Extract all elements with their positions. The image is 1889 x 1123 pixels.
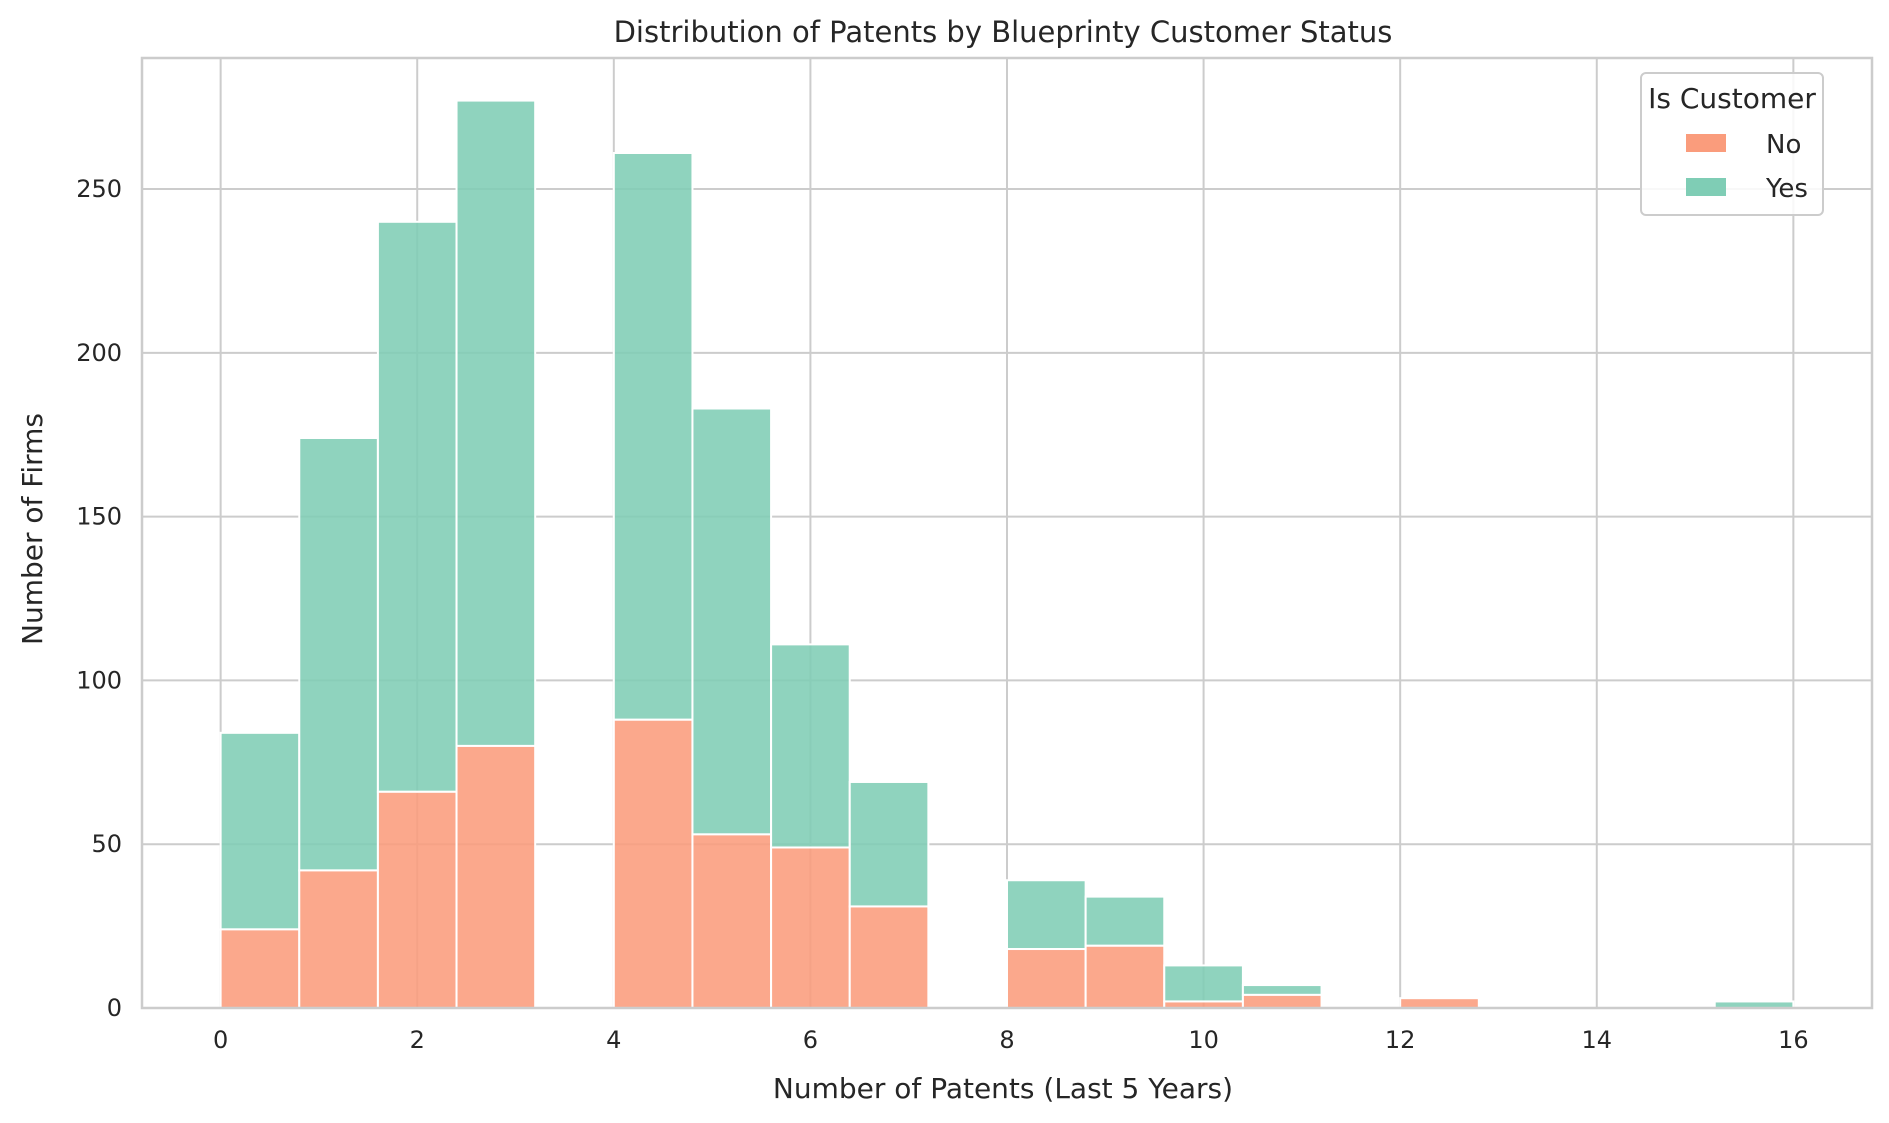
x-tick-label: 12 <box>1385 1026 1416 1054</box>
bar-no <box>1084 944 1166 1009</box>
legend-title: Is Customer <box>1648 82 1816 115</box>
x-tick-label: 2 <box>410 1026 425 1054</box>
y-tick-label: 150 <box>76 503 122 531</box>
bar-yes <box>219 731 301 931</box>
legend-label-no: No <box>1766 130 1801 160</box>
legend: Is Customer No Yes <box>1640 72 1824 216</box>
legend-label-yes: Yes <box>1765 174 1808 204</box>
plot-frame <box>140 56 1874 1010</box>
bar-yes <box>848 780 930 908</box>
y-tick-label: 200 <box>76 339 122 367</box>
legend-swatch-no <box>1686 134 1726 152</box>
bar-no <box>1241 993 1323 1009</box>
bar-no <box>455 744 537 1009</box>
x-axis-label: Number of Patents (Last 5 Years) <box>773 1072 1233 1105</box>
bar-no <box>219 928 301 1010</box>
x-tick-label: 4 <box>606 1026 621 1054</box>
bar-no <box>770 846 851 1010</box>
bar-yes <box>298 437 379 872</box>
y-tick-label: 100 <box>76 666 122 694</box>
y-tick-label: 50 <box>91 830 122 858</box>
y-tick-labels: 0 50 100 150 200 250 <box>76 175 122 1022</box>
bar-yes <box>1006 879 1087 951</box>
legend-swatch-yes <box>1686 178 1726 196</box>
bar-no <box>1006 948 1087 1010</box>
bar-yes <box>376 220 458 793</box>
bar-no <box>1399 997 1480 1010</box>
y-axis-label: Number of Firms <box>16 413 49 645</box>
x-tick-label: 14 <box>1581 1026 1612 1054</box>
y-tick-label: 250 <box>76 175 122 203</box>
bar-no <box>848 905 930 1010</box>
x-tick-label: 10 <box>1188 1026 1219 1054</box>
x-tick-label: 16 <box>1778 1026 1809 1054</box>
bar-no <box>691 833 773 1010</box>
bar-yes <box>455 99 537 747</box>
bar-yes <box>612 152 694 721</box>
x-tick-label: 0 <box>213 1026 228 1054</box>
bar-yes <box>1084 895 1166 947</box>
bars <box>219 99 1795 1010</box>
y-tick-label: 0 <box>107 994 122 1022</box>
bar-yes <box>770 643 851 849</box>
x-tick-label: 6 <box>803 1026 818 1054</box>
bar-yes <box>691 407 773 836</box>
x-tick-labels: 0 2 4 6 8 10 12 14 16 <box>213 1026 1809 1054</box>
bar-yes <box>1163 964 1244 1003</box>
bar-no <box>612 718 694 1009</box>
chart-title: Distribution of Patents by Blueprinty Cu… <box>614 15 1393 49</box>
x-tick-label: 8 <box>999 1026 1014 1054</box>
bar-no <box>298 869 379 1010</box>
bar-yes <box>1241 984 1323 996</box>
bar-no <box>376 790 458 1009</box>
